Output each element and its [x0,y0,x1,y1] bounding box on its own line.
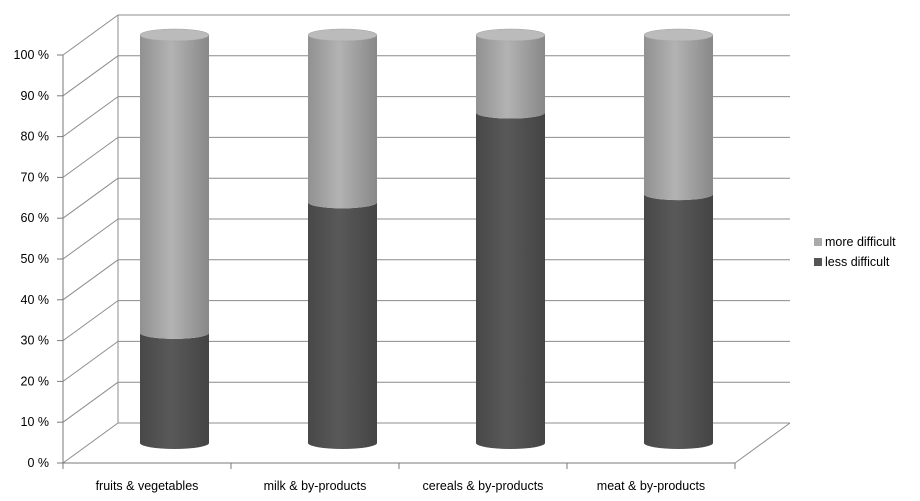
legend-swatch [814,238,822,246]
x-tick-label: cereals & by-products [423,479,544,493]
gridline-side [62,14,119,56]
gridline-side [62,340,119,382]
gridline-side [62,381,119,423]
bar-segment-more-difficult [140,35,209,339]
y-tick-label: 70 % [21,170,50,184]
gridline-side [62,177,119,219]
bar-segment-more-difficult [644,35,713,201]
legend-swatch [814,258,822,266]
y-tick-label: 50 % [21,252,50,266]
y-tick-label: 90 % [21,89,50,103]
legend-label: more difficult [825,235,896,249]
bar-stack [307,28,378,449]
y-tick-label: 100 % [14,48,49,62]
bar-segment-less-difficult [476,112,545,450]
axes [57,54,736,469]
bar-segment-more-difficult [308,35,377,209]
bar-stack [643,28,714,449]
bar-segment-less-difficult [140,332,209,449]
x-tick-label: milk & by-products [264,479,367,493]
gridline-side [62,136,119,178]
bar-stack [139,28,210,449]
y-tick-label: 80 % [21,130,50,144]
bar-top-cap [139,28,210,42]
gridline-side [62,422,119,464]
bar-top-cap [307,28,378,42]
y-tick-label: 40 % [21,293,50,307]
y-tick-label: 0 % [27,456,49,470]
x-tick-label: fruits & vegetables [96,479,199,493]
gridline-side [62,96,119,138]
bar-segment-more-difficult [476,35,545,119]
legend: more difficult less difficult [814,235,896,269]
bar-stack [475,28,546,450]
bar-top-cap [643,28,714,42]
gridline-side [62,218,119,260]
bar-top-cap [475,28,546,42]
y-tick-label: 20 % [21,374,50,388]
legend-label: less difficult [825,255,890,269]
bars [139,28,714,450]
gridline-side [62,300,119,342]
axis-labels: 0 % 10 % 20 % 30 % 40 % 50 % 60 % 70 % 80 % 90 % 1… [14,48,706,493]
x-tick-label: meat & by-products [597,479,705,493]
gridline-side [62,55,119,97]
y-tick-label: 30 % [21,334,50,348]
bar-segment-less-difficult [308,202,377,449]
floor-right-edge [734,422,791,464]
y-tick-label: 10 % [21,415,50,429]
y-tick-label: 60 % [21,211,50,225]
bar-segment-less-difficult [644,194,713,449]
gridline-side [62,259,119,301]
